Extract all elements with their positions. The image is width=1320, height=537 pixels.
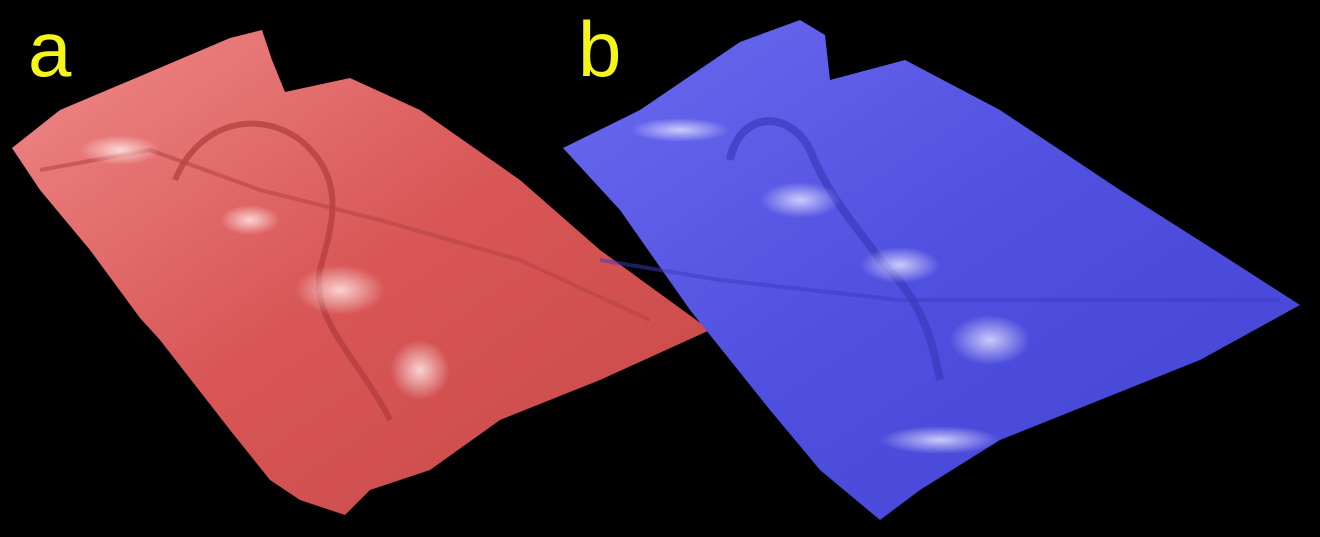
page: a b (() => { const data = JSON.parse(doc… [0,0,1320,537]
highlight [950,315,1030,365]
highlight [880,426,1000,454]
highlight [80,135,160,165]
highlight [760,182,840,218]
panel-label: a [28,5,72,93]
highlight [295,265,385,315]
highlight [220,205,280,235]
highlight [390,340,450,400]
panel-label: b [578,5,621,93]
highlight [860,247,940,283]
highlight [630,118,730,142]
figure: a b [0,0,1320,537]
